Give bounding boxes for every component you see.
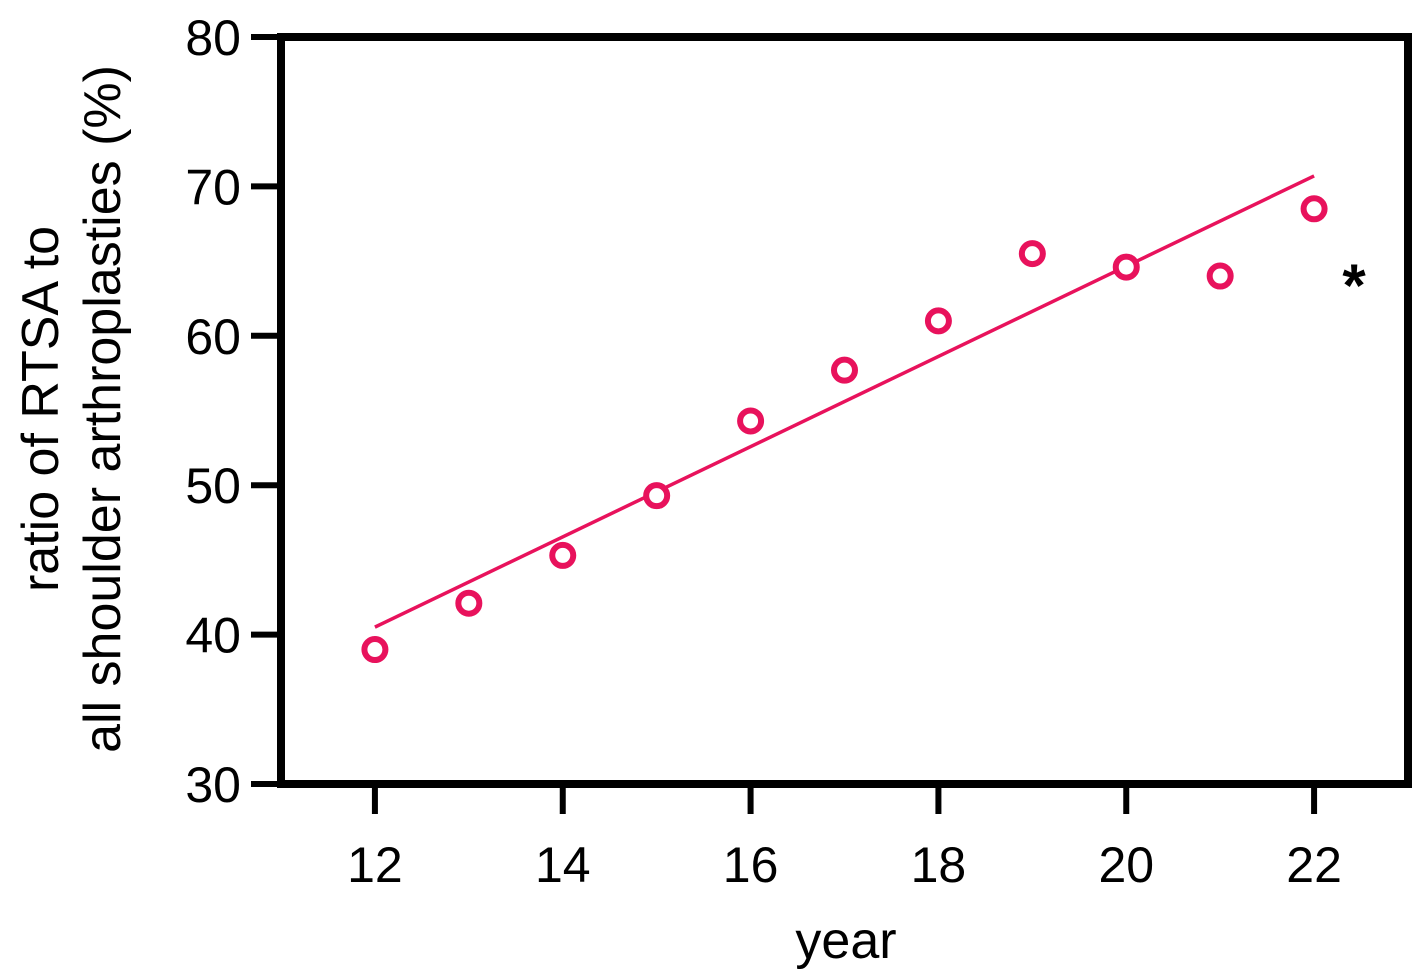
- y-tick-label: 80: [185, 10, 241, 66]
- y-axis-title-line-1: ratio of RTSA to: [12, 226, 70, 592]
- x-axis-title: year: [795, 912, 896, 970]
- axes: [251, 33, 1412, 814]
- y-tick-label: 50: [185, 458, 241, 514]
- data-point: [361, 636, 389, 664]
- y-tick-label: 70: [185, 159, 241, 215]
- x-tick-label: 22: [1286, 837, 1342, 893]
- trend-line: [374, 174, 1315, 629]
- y-tick-label: 40: [185, 608, 241, 664]
- data-point: [643, 482, 671, 510]
- y-tick-labels: 30 40 50 60 70 80: [185, 10, 241, 813]
- data-point: [924, 307, 952, 335]
- y-tick-label: 60: [185, 309, 241, 365]
- x-tick-label: 18: [911, 837, 967, 893]
- plot-frame: [277, 33, 1412, 788]
- data-points: [361, 195, 1328, 664]
- data-point: [455, 589, 483, 617]
- significance-asterisk: *: [1342, 252, 1366, 319]
- x-tick-label: 14: [535, 837, 591, 893]
- data-point: [1206, 262, 1234, 290]
- x-tick-label: 12: [347, 837, 403, 893]
- data-point: [737, 407, 765, 435]
- x-tick-labels: 12 14 16 18 20 22: [347, 837, 1342, 893]
- y-tick-label: 30: [185, 757, 241, 813]
- x-tick-label: 20: [1098, 837, 1154, 893]
- x-tick-label: 16: [723, 837, 779, 893]
- data-point: [1018, 240, 1046, 268]
- data-point: [831, 356, 858, 384]
- y-axis-title-line-2: all shoulder arthroplasties (%): [74, 65, 132, 753]
- data-point: [1112, 253, 1140, 281]
- data-point: [549, 541, 577, 569]
- data-point: [1300, 195, 1328, 223]
